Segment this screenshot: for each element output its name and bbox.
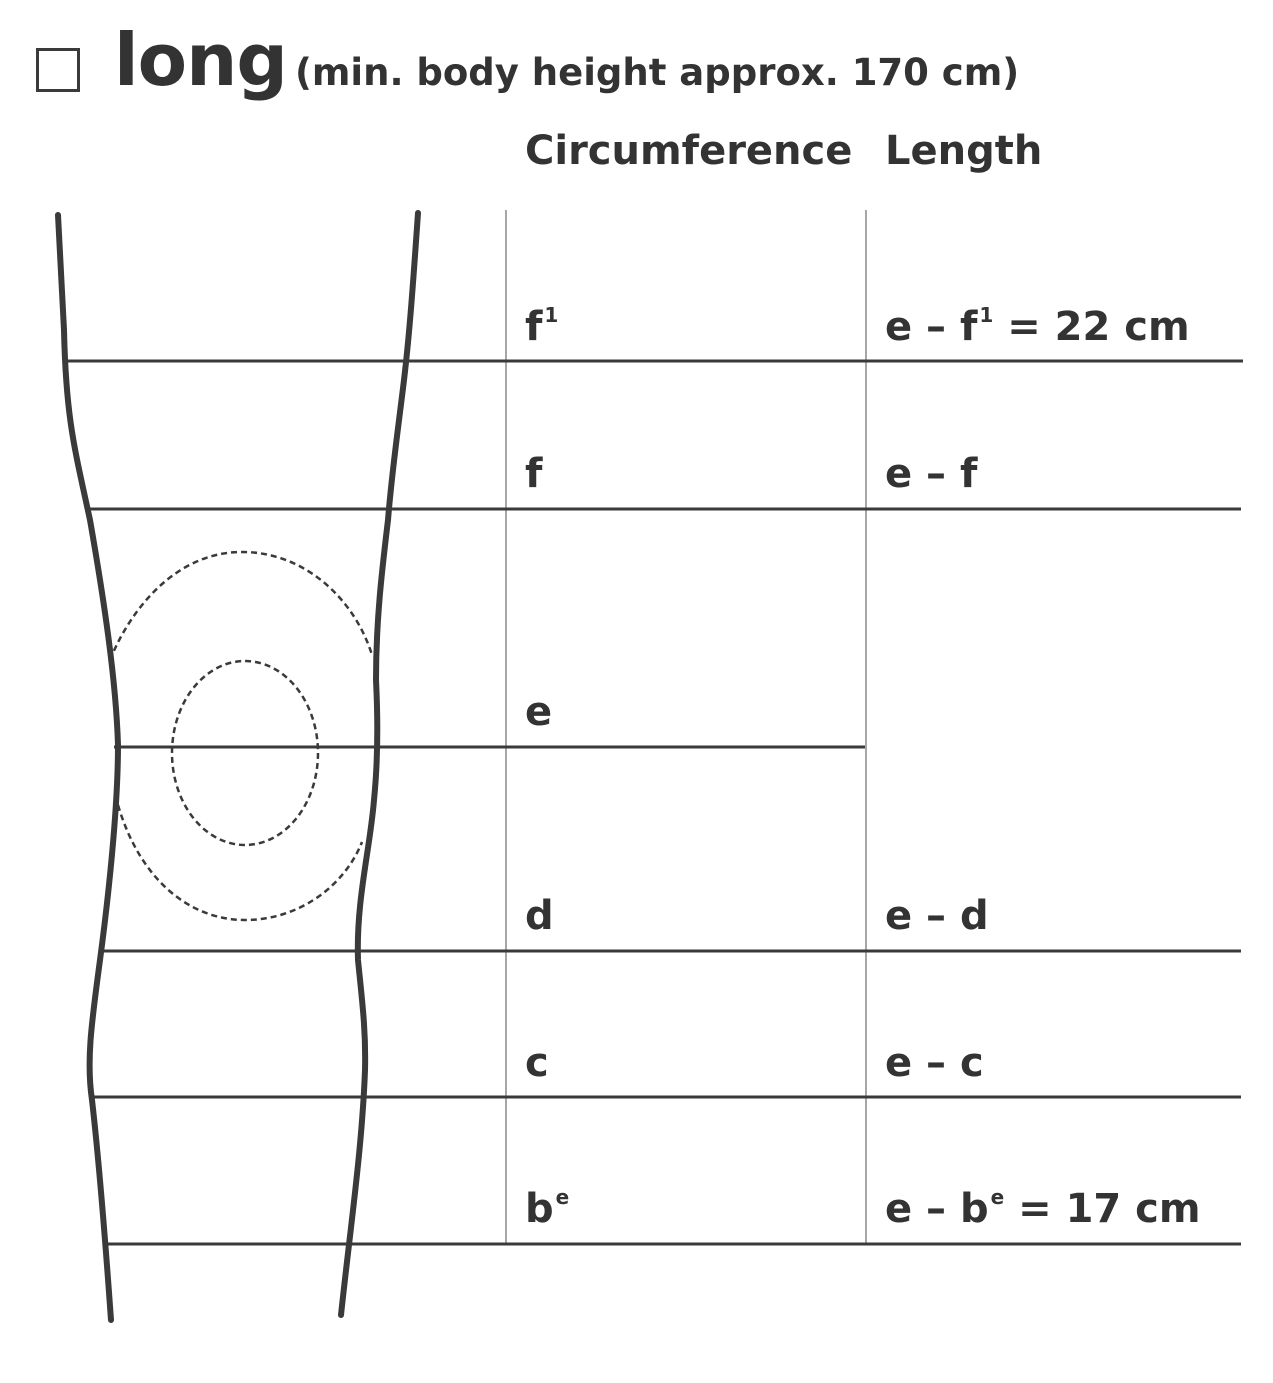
size-title: long (min. body height approx. 170 cm): [114, 18, 1019, 102]
knee-outer-contour-upper: [108, 550, 374, 661]
length-label-row-5: e – c: [885, 1040, 984, 1086]
column-header-length: Length: [885, 128, 1043, 174]
leg-outline-left: [55, 212, 122, 1323]
knee-outer-contour-lower: [116, 804, 364, 922]
circ-label-row-3: e: [525, 689, 553, 735]
length-label-row-4: e – d: [885, 893, 989, 939]
size-title-main: long: [114, 18, 288, 102]
circ-label-row-2: f: [525, 451, 543, 497]
size-title-subtitle: (min. body height approx. 170 cm): [294, 51, 1020, 94]
size-checkbox[interactable]: [36, 48, 80, 92]
circ-label-row-4: d: [525, 893, 554, 939]
leg-outline-right: [338, 210, 421, 1318]
circ-label-row-5: c: [525, 1040, 549, 1086]
kneecap-contour: [170, 659, 320, 847]
length-label-row-2: e – f: [885, 451, 978, 497]
column-header-circumference: Circumference: [525, 128, 853, 174]
